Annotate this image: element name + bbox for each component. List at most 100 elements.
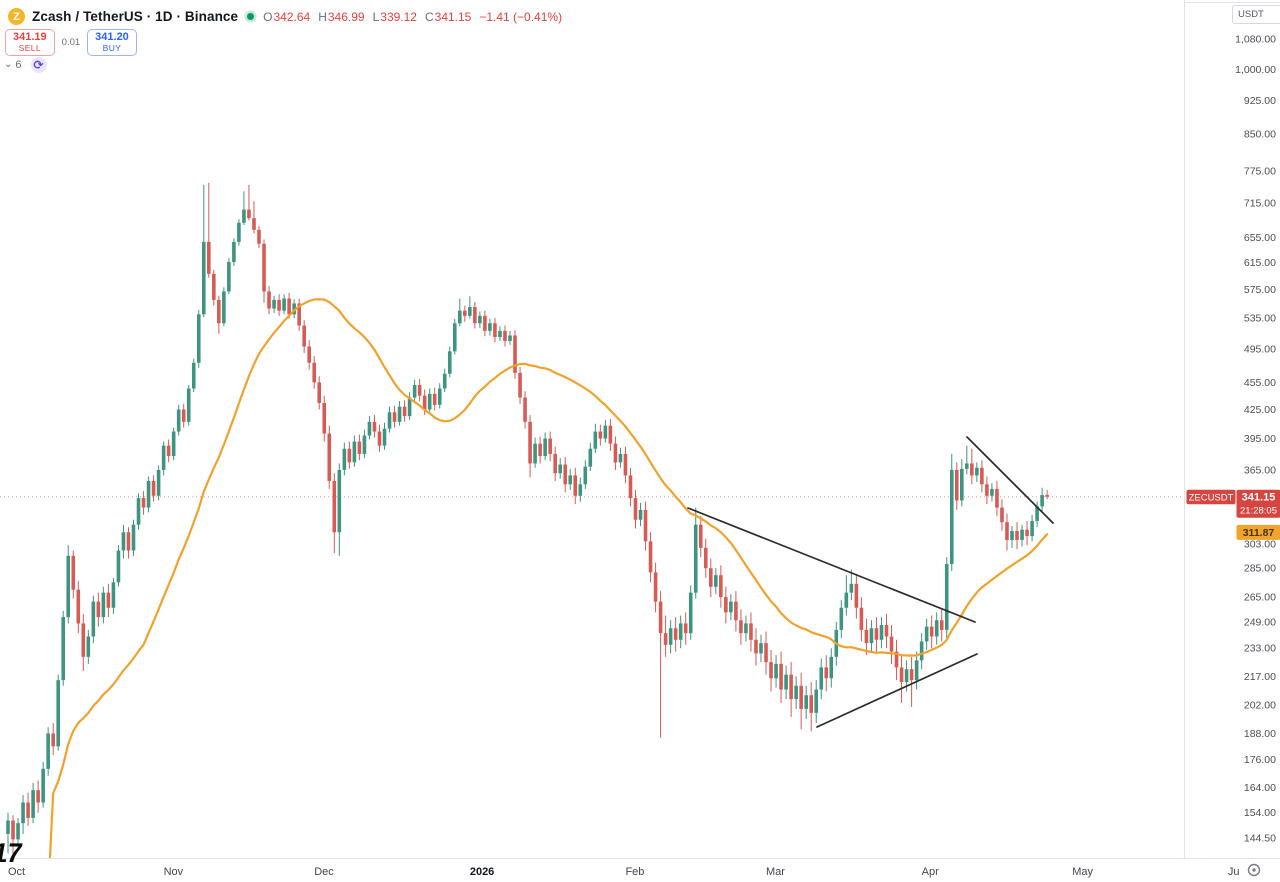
candle-body	[724, 597, 728, 613]
candle-body	[437, 388, 442, 405]
candle-body	[578, 484, 583, 496]
candle-body	[603, 425, 608, 439]
candle-body	[227, 262, 231, 292]
ma-value-label: 311.87	[1236, 524, 1280, 540]
candle-body	[598, 431, 603, 439]
candle-body	[377, 431, 382, 446]
order-panel: 341.19 SELL 0.01 341.20 BUY	[5, 29, 137, 57]
candle-body	[56, 680, 60, 747]
price-tick-label: 1,000.00	[1235, 64, 1276, 76]
candle-body	[412, 384, 417, 398]
candle-body	[583, 466, 588, 485]
candle-body	[693, 524, 698, 593]
candle-body	[924, 626, 929, 642]
currency-unit-label: USDT	[1238, 9, 1264, 20]
candle-body	[949, 469, 954, 565]
candle-body	[217, 299, 221, 324]
candle-body	[242, 209, 246, 223]
candle-body	[613, 443, 618, 463]
candle-body	[41, 768, 45, 803]
candle-body	[357, 441, 362, 454]
candle-body	[146, 480, 151, 508]
candle-body	[854, 583, 859, 608]
candle-body	[111, 582, 116, 608]
collapse-count-control[interactable]: ⌄ 6	[4, 59, 22, 71]
candle-body	[764, 643, 768, 663]
candle-body	[1015, 530, 1019, 540]
price-label-tag-bg	[1186, 489, 1236, 505]
buy-price: 341.20	[95, 31, 129, 43]
candle-body	[794, 685, 798, 700]
month-tick-label: Dec	[314, 866, 334, 878]
candle-body	[929, 626, 934, 637]
candle-body	[257, 229, 261, 244]
candle-body	[106, 592, 111, 608]
month-tick-label: Oct	[8, 866, 25, 878]
ohlc-low: L339.12	[373, 10, 417, 24]
candle-body	[1025, 529, 1029, 537]
candle-body	[307, 346, 311, 363]
trendline-wedge-upper[interactable]	[687, 507, 976, 623]
sell-label: SELL	[18, 42, 42, 53]
candle-body	[673, 628, 678, 640]
month-tick-label: Apr	[922, 866, 939, 878]
time-axis-settings-gear-icon[interactable]	[1247, 863, 1261, 877]
candle-body	[829, 656, 834, 679]
candle-body	[919, 641, 924, 661]
candle-body	[663, 633, 668, 645]
candle-body	[277, 299, 281, 311]
currency-unit-toggle[interactable]: USDT ▾	[1232, 5, 1280, 24]
price-tick-label: 217.00	[1244, 671, 1276, 683]
last-price-label: ZECUSDT 341.15 21:28:05	[1186, 489, 1280, 518]
candle-body	[734, 601, 738, 621]
plot-area[interactable]	[0, 182, 1184, 882]
refresh-icon[interactable]: ⟳	[30, 57, 47, 73]
price-tick-label: 303.00	[1244, 538, 1276, 550]
symbol-title[interactable]: Zcash / TetherUS · 1D · Binance	[32, 9, 239, 24]
candle-body	[759, 643, 763, 654]
candle-body	[573, 475, 578, 496]
object-count: 6	[15, 59, 22, 71]
price-tick-label: 202.00	[1244, 699, 1276, 711]
candle-body	[322, 402, 327, 434]
ma-label-bg	[1236, 524, 1280, 540]
candle-body	[141, 498, 146, 508]
month-tick-label: Nov	[164, 866, 184, 878]
candle-body	[839, 607, 844, 630]
candle-body	[709, 568, 713, 587]
price-tick-label: 535.00	[1244, 313, 1276, 325]
candle-body	[463, 310, 467, 316]
candle-body	[196, 314, 201, 363]
candle-body	[31, 790, 35, 818]
candle-body	[568, 475, 573, 485]
price-tick-label: 395.00	[1244, 433, 1276, 445]
buy-button[interactable]: 341.20 BUY	[87, 29, 137, 57]
candle-body	[653, 572, 658, 602]
candle-body	[643, 509, 648, 542]
trendline-wedge-lower[interactable]	[816, 653, 978, 728]
candle-body	[698, 524, 703, 548]
candle-body	[201, 241, 206, 315]
candle-body	[458, 310, 462, 324]
price-axis[interactable]: 1,080.00 1,000.00 925.00 850.00 775.00 715.00…	[1235, 34, 1276, 845]
candle-body	[468, 307, 472, 316]
candle-body	[71, 555, 76, 590]
candle-body	[914, 660, 919, 681]
ohlc-high-value: 346.99	[327, 9, 365, 24]
time-axis[interactable]: Oct Nov Dec 2026 Feb Mar Apr May Ju	[8, 866, 1239, 878]
ohlc-low-letter: L	[372, 9, 380, 24]
month-tick-label: 2026	[470, 866, 494, 878]
trendline-april-resistance[interactable]	[966, 436, 1054, 524]
candle-body	[804, 695, 808, 709]
moving-average-line	[48, 298, 1049, 858]
gear-ring	[1247, 863, 1261, 877]
price-tick-label: 715.00	[1244, 197, 1276, 209]
candle-body	[131, 524, 136, 551]
candle-body	[81, 623, 86, 657]
candle-body	[493, 323, 497, 338]
candle-body	[207, 241, 211, 274]
sell-button[interactable]: 341.19 SELL	[5, 29, 55, 57]
candle-body	[447, 351, 452, 374]
